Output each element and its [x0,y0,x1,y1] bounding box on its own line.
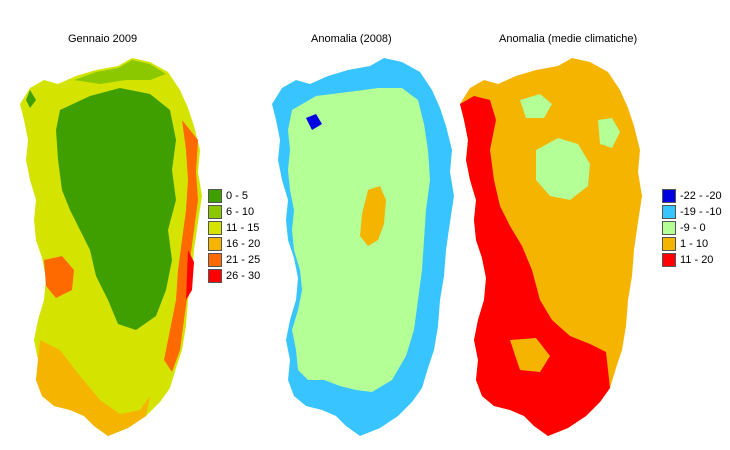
legend-item: 0 - 5 [208,188,260,204]
legend-label: -22 - -20 [680,190,722,202]
legend-swatch [208,221,222,235]
map-gennaio-2009 [20,58,202,436]
legend-label: 21 - 25 [226,254,261,266]
legend-item: 26 - 30 [208,268,260,284]
legend-swatch [662,237,676,251]
legend-item: 16 - 20 [208,236,260,252]
legend-item: -22 - -20 [662,188,722,204]
legend-item: 11 - 15 [208,220,260,236]
legend-label: 11 - 15 [226,222,260,234]
legend-gennaio-2009: 0 - 5 6 - 10 11 - 15 16 - 20 21 - 25 26 … [208,188,260,284]
legend-label: 6 - 10 [226,206,255,218]
legend-label: 11 - 20 [680,254,714,266]
legend-swatch [208,253,222,267]
legend-swatch [662,253,676,267]
panel-title-anomalia-2008: Anomalia (2008) [311,33,392,45]
legend-swatch [662,189,676,203]
legend-label: 1 - 10 [680,238,709,250]
map-anomalia-medie-climatiche [460,58,642,436]
legend-item: 11 - 20 [662,252,722,268]
legend-item: -9 - 0 [662,220,722,236]
panel-title-anomalia-medie-climatiche: Anomalia (medie climatiche) [499,33,638,45]
legend-item: 1 - 10 [662,236,722,252]
legend-item: -19 - -10 [662,204,722,220]
legend-swatch [208,205,222,219]
legend-item: 21 - 25 [208,252,260,268]
legend-anomalia-medie-climatiche: -22 - -20 -19 - -10 -9 - 0 1 - 10 11 - 2… [662,188,722,268]
legend-swatch [208,237,222,251]
legend-swatch [662,221,676,235]
legend-label: 0 - 5 [226,190,249,202]
legend-swatch [208,189,222,203]
legend-swatch [662,205,676,219]
legend-label: 26 - 30 [226,270,261,282]
legend-label: 16 - 20 [226,238,261,250]
legend-item: 6 - 10 [208,204,260,220]
legend-label: -19 - -10 [680,206,722,218]
legend-swatch [208,269,222,283]
panel-title-gennaio-2009: Gennaio 2009 [68,33,138,45]
legend-label: -9 - 0 [680,222,706,234]
map-anomalia-2008 [272,58,454,436]
